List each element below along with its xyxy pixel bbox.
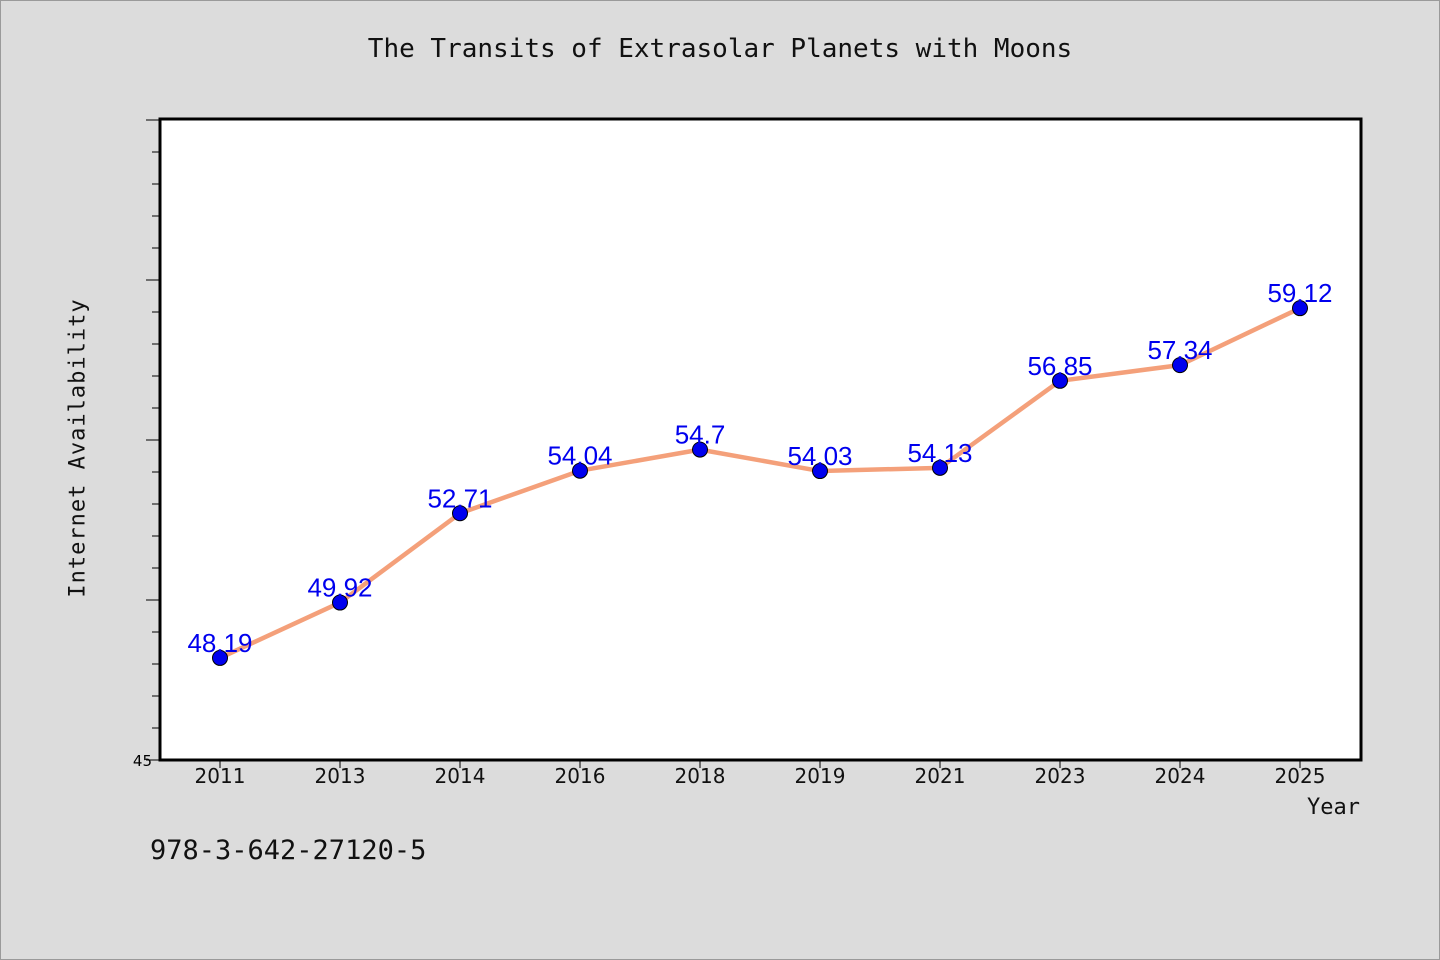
data-labels: 48.19 49.92 52.71 54.04 54.7 54.03 54.13 56.85 5…: [187, 278, 1332, 658]
data-label: 57.34: [1147, 335, 1212, 365]
data-point: [932, 459, 948, 476]
data-point: [332, 594, 348, 611]
data-label: 49.92: [307, 573, 372, 603]
data-point: [1292, 300, 1308, 317]
x-tick-label: 2013: [315, 764, 366, 788]
x-axis-ticks: 2011 2013 2014 2016 2018 2019 2021 2023 2024 2025: [195, 760, 1326, 788]
plot-border: [158, 117, 1363, 762]
x-tick-label: 2021: [915, 764, 966, 788]
data-label: 54.04: [547, 441, 612, 471]
series-line: [217, 305, 1303, 661]
data-point: [692, 441, 708, 458]
x-tick-label: 2016: [555, 764, 606, 788]
isbn-footnote: 978-3-642-27120-5: [150, 835, 427, 866]
data-label: 54.13: [907, 438, 972, 468]
x-tick-label: 2023: [1035, 764, 1086, 788]
data-label: 54.03: [787, 441, 852, 471]
y-tick-label: 45: [133, 752, 152, 770]
data-point: [812, 463, 828, 480]
plot-area: [160, 119, 1361, 760]
data-point: [1052, 372, 1068, 389]
x-tick-label: 2025: [1275, 764, 1326, 788]
x-tick-label: 2011: [195, 764, 246, 788]
y-axis-ticks: 45: [133, 119, 160, 770]
data-label: 54.7: [675, 420, 726, 450]
data-label: 56.85: [1027, 351, 1092, 381]
x-tick-label: 2019: [795, 764, 846, 788]
data-point: [572, 462, 588, 479]
data-label: 48.19: [187, 628, 252, 658]
x-tick-label: 2014: [435, 764, 486, 788]
data-label: 52.71: [427, 483, 492, 513]
x-tick-label: 2024: [1155, 764, 1206, 788]
data-point: [452, 505, 468, 522]
data-label: 59.12: [1267, 278, 1332, 308]
x-axis-label: Year: [1307, 795, 1360, 820]
chart-title: The Transits of Extrasolar Planets with …: [367, 34, 1073, 64]
data-series: [212, 300, 1308, 666]
data-point: [1172, 357, 1188, 374]
x-tick-label: 2018: [675, 764, 726, 788]
data-point: [212, 649, 228, 666]
